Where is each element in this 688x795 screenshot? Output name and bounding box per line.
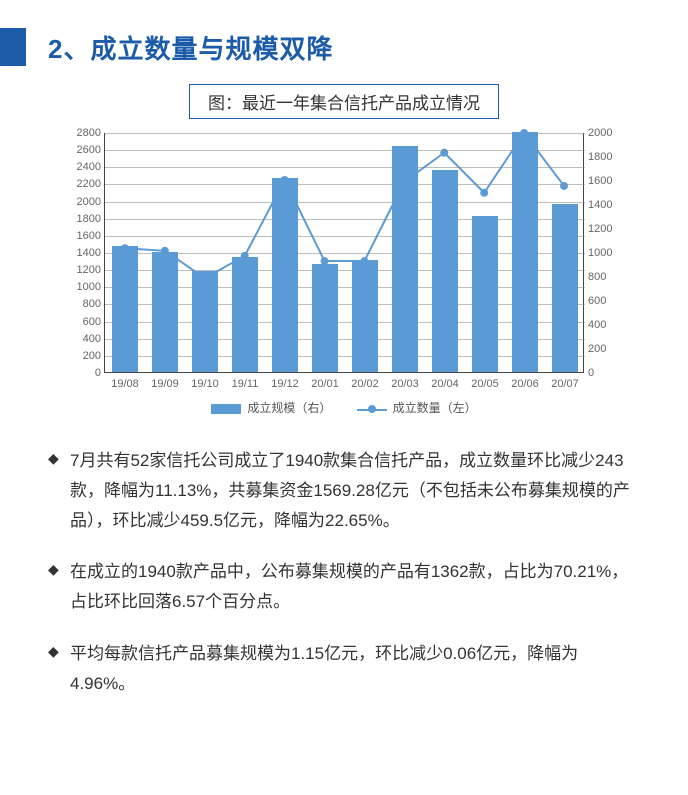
x-tick: 20/04 — [431, 372, 459, 390]
y-left-tick: 400 — [83, 333, 105, 345]
y-left-tick: 1200 — [77, 264, 105, 276]
y-right-tick: 800 — [584, 271, 606, 283]
legend-line-swatch — [357, 404, 387, 414]
y-right-tick: 0 — [584, 367, 594, 379]
bar — [112, 246, 138, 372]
y-right-tick: 200 — [584, 343, 606, 355]
chart-caption: 图：最近一年集合信托产品成立情况 — [189, 84, 499, 119]
plot-area: 0200400600800100012001400160018002000220… — [104, 133, 584, 373]
bar — [432, 170, 458, 372]
y-left-tick: 0 — [95, 367, 105, 379]
y-left-tick: 1000 — [77, 281, 105, 293]
x-tick: 20/03 — [391, 372, 419, 390]
combo-chart: 0200400600800100012001400160018002000220… — [64, 133, 624, 416]
y-left-tick: 1400 — [77, 247, 105, 259]
y-left-tick: 2000 — [77, 196, 105, 208]
chart-caption-wrap: 图：最近一年集合信托产品成立情况 — [0, 84, 688, 119]
x-tick: 19/11 — [232, 372, 259, 390]
y-right-tick: 1600 — [584, 175, 612, 187]
legend-bar-swatch — [211, 404, 241, 414]
y-left-tick: 600 — [83, 316, 105, 328]
bullet-item: 在成立的1940款产品中，公布募集规模的产品有1362款，占比为70.21%，占… — [48, 557, 640, 617]
bar — [232, 257, 258, 372]
y-left-tick: 800 — [83, 298, 105, 310]
chart-legend: 成立规模（右） 成立数量（左） — [64, 399, 624, 416]
y-right-tick: 600 — [584, 295, 606, 307]
section-header: 2、成立数量与规模双降 — [0, 28, 688, 66]
section-title: 2、成立数量与规模双降 — [48, 29, 333, 66]
y-left-tick: 2200 — [77, 178, 105, 190]
x-tick: 20/02 — [351, 372, 379, 390]
x-tick: 19/09 — [151, 372, 179, 390]
bar — [552, 204, 578, 372]
x-tick: 20/06 — [511, 372, 539, 390]
x-tick: 19/08 — [111, 372, 139, 390]
y-left-tick: 1800 — [77, 213, 105, 225]
y-left-tick: 200 — [83, 350, 105, 362]
bar — [512, 132, 538, 372]
x-tick: 20/07 — [551, 372, 579, 390]
bar — [312, 264, 338, 372]
bar — [352, 260, 378, 372]
y-left-tick: 2600 — [77, 144, 105, 156]
x-tick: 20/05 — [471, 372, 499, 390]
y-right-tick: 1000 — [584, 247, 612, 259]
y-right-tick: 2000 — [584, 127, 612, 139]
bullet-item: 平均每款信托产品募集规模为1.15亿元，环比减少0.06亿元，降幅为4.96%。 — [48, 639, 640, 699]
bar — [392, 146, 418, 372]
y-right-tick: 400 — [584, 319, 606, 331]
y-right-tick: 1400 — [584, 199, 612, 211]
bar — [152, 252, 178, 372]
y-right-tick: 1200 — [584, 223, 612, 235]
bar — [472, 216, 498, 372]
y-left-tick: 2400 — [77, 161, 105, 173]
y-right-tick: 1800 — [584, 151, 612, 163]
bar — [192, 271, 218, 372]
bullet-item: 7月共有52家信托公司成立了1940款集合信托产品，成立数量环比减少243款，降… — [48, 446, 640, 535]
x-tick: 19/10 — [191, 372, 219, 390]
legend-line-label: 成立数量（左） — [393, 401, 477, 415]
bullet-list: 7月共有52家信托公司成立了1940款集合信托产品，成立数量环比减少243款，降… — [48, 446, 640, 698]
header-accent-bar — [0, 28, 26, 66]
y-left-tick: 2800 — [77, 127, 105, 139]
x-tick: 19/12 — [271, 372, 299, 390]
x-tick: 20/01 — [311, 372, 339, 390]
bar — [272, 178, 298, 372]
legend-bar-label: 成立规模（右） — [247, 401, 331, 415]
y-left-tick: 1600 — [77, 230, 105, 242]
